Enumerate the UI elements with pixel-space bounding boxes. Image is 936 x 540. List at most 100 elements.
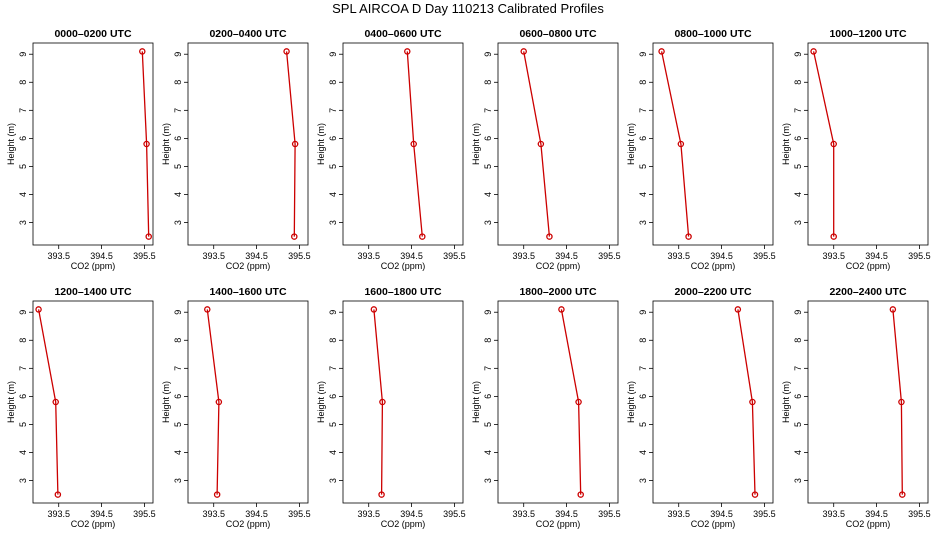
y-tick-label: 9 xyxy=(638,310,648,315)
x-tick-label: 393.5 xyxy=(667,509,690,519)
x-tick-label: 393.5 xyxy=(202,251,225,261)
x-tick-label: 395.5 xyxy=(133,509,156,519)
plot-frame xyxy=(652,42,774,246)
x-tick-label: 394.5 xyxy=(400,251,423,261)
profile-point xyxy=(898,398,905,406)
y-axis-label: Height (m) xyxy=(471,123,481,165)
x-tick-label: 393.5 xyxy=(47,251,70,261)
profile-point xyxy=(520,48,527,55)
x-tick-label: 393.5 xyxy=(47,509,70,519)
panel-title: 1000–1200 UTC xyxy=(829,28,906,40)
x-axis-label: CO2 (ppm) xyxy=(536,519,581,529)
y-tick-label: 7 xyxy=(328,108,338,113)
profile-point xyxy=(575,398,582,406)
profile-point xyxy=(410,140,417,148)
y-tick-label: 5 xyxy=(638,164,648,169)
y-tick-label: 6 xyxy=(328,394,338,399)
y-tick-label: 3 xyxy=(328,220,338,225)
panel-title: 0000–0200 UTC xyxy=(54,28,131,40)
x-tick-label: 394.5 xyxy=(865,509,888,519)
x-tick-label: 393.5 xyxy=(512,509,535,519)
x-tick-label: 395.5 xyxy=(288,509,311,519)
y-tick-label: 7 xyxy=(483,366,493,371)
y-tick-label: 6 xyxy=(18,394,28,399)
panel-title: 0200–0400 UTC xyxy=(209,28,286,40)
y-tick-label: 6 xyxy=(638,136,648,141)
x-tick-label: 395.5 xyxy=(598,509,621,519)
y-tick-label: 6 xyxy=(793,394,803,399)
panel-title: 0800–1000 UTC xyxy=(674,28,751,40)
y-tick-label: 8 xyxy=(173,80,183,85)
panel-title: 1600–1800 UTC xyxy=(364,286,441,298)
profile-point xyxy=(899,491,906,498)
x-tick-label: 394.5 xyxy=(245,509,268,519)
profile-point xyxy=(810,48,817,55)
profile-line xyxy=(892,309,903,495)
profile-line xyxy=(523,51,551,237)
profile-point xyxy=(419,233,426,240)
plot-frame xyxy=(497,42,619,246)
x-axis-label: CO2 (ppm) xyxy=(71,519,116,529)
y-tick-label: 5 xyxy=(18,164,28,169)
y-axis-label: Height (m) xyxy=(161,123,171,165)
profile-point xyxy=(291,140,299,148)
y-tick-label: 4 xyxy=(328,192,338,197)
x-tick-label: 393.5 xyxy=(667,251,690,261)
x-tick-label: 393.5 xyxy=(822,509,845,519)
y-tick-label: 6 xyxy=(638,394,648,399)
y-axis-label: Height (m) xyxy=(626,381,636,423)
panel-2: 0200–0400 UTC 393.5 394.5 395.5 3 4 5 6 7 8 9 CO2 (… xyxy=(161,28,311,271)
x-axis-label: CO2 (ppm) xyxy=(846,261,891,271)
y-tick-label: 8 xyxy=(638,80,648,85)
x-tick-label: 394.5 xyxy=(245,251,268,261)
y-tick-label: 6 xyxy=(173,136,183,141)
x-axis-label: CO2 (ppm) xyxy=(381,261,426,271)
x-tick-label: 394.5 xyxy=(710,509,733,519)
x-tick-label: 395.5 xyxy=(908,509,931,519)
plot-frame xyxy=(342,42,464,246)
y-tick-label: 4 xyxy=(793,192,803,197)
y-tick-label: 5 xyxy=(638,422,648,427)
profile-point xyxy=(35,306,42,313)
figure-title: SPL AIRCOA D Day 110213 Calibrated Profi… xyxy=(332,1,604,16)
profile-point xyxy=(749,398,756,406)
x-tick-label: 395.5 xyxy=(443,251,466,261)
y-tick-label: 3 xyxy=(18,220,28,225)
panel-10: 1800–2000 UTC 393.5 394.5 395.5 3 4 5 6 7 8 9 CO2 (… xyxy=(471,286,621,529)
panel-11: 2000–2200 UTC 393.5 394.5 395.5 3 4 5 6 7 8 9 CO2 (… xyxy=(626,286,776,529)
y-tick-label: 6 xyxy=(483,136,493,141)
y-tick-label: 8 xyxy=(328,338,338,343)
y-axis-label: Height (m) xyxy=(471,381,481,423)
y-tick-label: 9 xyxy=(328,310,338,315)
y-tick-label: 4 xyxy=(173,450,183,455)
y-tick-label: 7 xyxy=(328,366,338,371)
y-tick-label: 3 xyxy=(18,478,28,483)
y-axis-label: Height (m) xyxy=(6,123,16,165)
y-tick-label: 6 xyxy=(328,136,338,141)
profile-point xyxy=(404,48,411,55)
profile-point xyxy=(830,233,837,240)
x-tick-label: 393.5 xyxy=(357,509,380,519)
profile-line xyxy=(660,51,690,237)
y-tick-label: 3 xyxy=(173,478,183,483)
x-tick-label: 395.5 xyxy=(288,251,311,261)
x-tick-label: 395.5 xyxy=(598,251,621,261)
x-tick-label: 394.5 xyxy=(710,251,733,261)
x-tick-label: 393.5 xyxy=(512,251,535,261)
panel-6: 1000–1200 UTC 393.5 394.5 395.5 3 4 5 6 7 8 9 CO2 (… xyxy=(781,28,931,271)
y-tick-label: 4 xyxy=(483,192,493,197)
profile-line xyxy=(37,309,59,495)
y-tick-label: 9 xyxy=(793,52,803,57)
panel-title: 1200–1400 UTC xyxy=(54,286,131,298)
y-tick-label: 8 xyxy=(793,338,803,343)
profile-point xyxy=(291,233,298,240)
y-tick-label: 9 xyxy=(18,310,28,315)
y-axis-label: Height (m) xyxy=(781,381,791,423)
y-tick-label: 6 xyxy=(173,394,183,399)
profile-point xyxy=(213,491,221,498)
y-tick-label: 5 xyxy=(328,422,338,427)
profile-point xyxy=(558,306,565,313)
x-axis-label: CO2 (ppm) xyxy=(691,519,736,529)
panel-8: 1400–1600 UTC 393.5 394.5 395.5 3 4 5 6 7 8 9 CO2 (… xyxy=(161,286,311,529)
y-tick-label: 4 xyxy=(638,192,648,197)
